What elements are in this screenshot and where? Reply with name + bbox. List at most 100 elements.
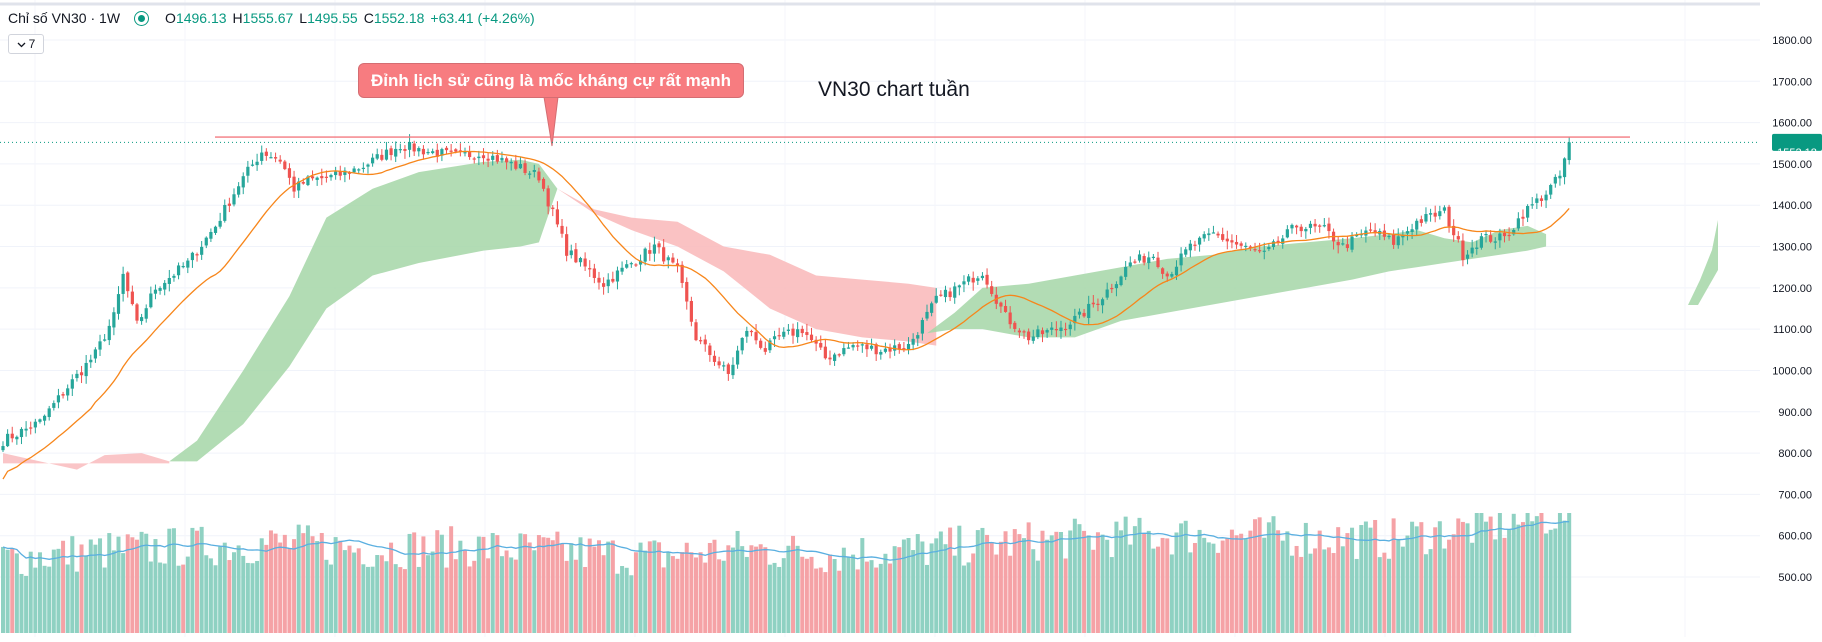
candle — [269, 152, 273, 159]
candle — [1234, 235, 1239, 249]
candle — [1110, 283, 1114, 294]
candle-body — [1239, 243, 1243, 246]
candle-body — [1073, 315, 1077, 324]
candle — [722, 361, 726, 372]
candle-body — [1174, 266, 1179, 276]
volume-bar — [1049, 535, 1054, 633]
candle-body — [1133, 261, 1137, 263]
volume-bar — [5, 549, 10, 633]
candle-body — [1267, 246, 1271, 250]
volume-bar — [33, 567, 38, 633]
candle-body — [749, 330, 754, 333]
volume-bar — [1012, 529, 1017, 633]
candle — [241, 172, 245, 195]
volume-bar — [707, 542, 712, 633]
candle — [902, 342, 906, 353]
volume-bar — [698, 552, 703, 633]
volume-bar — [966, 562, 971, 633]
volume-bar — [1502, 537, 1507, 633]
volume-bar — [88, 539, 93, 633]
volume-bar — [901, 539, 906, 633]
price-tick-label: 900.00 — [1778, 407, 1812, 419]
volume-bar — [1082, 530, 1087, 633]
ma-path — [2, 150, 1570, 480]
volume-bar — [744, 556, 749, 633]
candle-body — [551, 207, 555, 210]
indicators-collapse-button[interactable]: 7 — [8, 34, 44, 54]
candle — [712, 350, 717, 366]
candle-body — [611, 278, 615, 282]
candle-body — [1558, 175, 1562, 179]
candle — [417, 146, 421, 157]
candle — [126, 271, 130, 298]
candle — [29, 421, 33, 435]
candle — [89, 354, 93, 368]
candle — [906, 337, 911, 355]
candle-body — [1470, 247, 1474, 254]
candle — [911, 333, 915, 351]
candle — [1516, 212, 1520, 231]
volume-bar — [486, 558, 491, 633]
candle-body — [292, 176, 296, 192]
volume-bar — [426, 555, 431, 633]
volume-bar — [855, 569, 860, 633]
volume-bar — [1354, 558, 1359, 633]
open-value: 1496.13 — [175, 10, 227, 26]
volume-bar — [1072, 518, 1077, 633]
candle-body — [906, 343, 911, 350]
candle-body — [1535, 198, 1539, 203]
candle — [403, 145, 407, 159]
candle — [602, 277, 606, 295]
candle-body — [574, 249, 578, 263]
candle — [966, 274, 971, 286]
volume-bar — [814, 568, 819, 633]
candle — [865, 339, 869, 357]
volume-bar — [342, 550, 347, 633]
candle-body — [1197, 237, 1202, 245]
candle-body — [1452, 225, 1456, 236]
candle — [980, 272, 985, 281]
candle-body — [911, 338, 915, 345]
candle-body — [66, 388, 70, 396]
candle — [1535, 193, 1539, 210]
price-badge-bg — [1772, 133, 1822, 151]
volume-bar — [1363, 521, 1368, 633]
candle — [1341, 237, 1345, 246]
volume-bar — [153, 539, 158, 633]
candle — [1151, 254, 1155, 260]
candle — [158, 286, 162, 295]
resistance-callout[interactable]: Đỉnh lịch sử cũng là mốc kháng cự rất mạ… — [358, 63, 744, 98]
volume-bar — [1516, 524, 1521, 633]
volume-bar — [1534, 516, 1539, 633]
candle-body — [42, 415, 47, 421]
moving-average-line — [2, 150, 1570, 480]
symbol-title[interactable]: Chỉ số VN30 · 1W — [8, 10, 121, 26]
volume-bar — [1465, 523, 1470, 633]
volume-bar — [102, 567, 107, 633]
volume-bar — [1470, 542, 1475, 633]
candle — [112, 307, 116, 336]
candle — [1433, 205, 1437, 223]
candle-body — [380, 154, 384, 160]
candle-body — [1526, 206, 1530, 218]
candle-body — [980, 275, 985, 279]
candle — [638, 254, 643, 272]
candle-body — [1544, 194, 1548, 201]
volume-bar — [1077, 524, 1082, 633]
volume-bar — [601, 555, 606, 633]
volume-bar — [162, 563, 167, 633]
candle — [680, 261, 684, 288]
volume-bar — [167, 528, 172, 633]
candle-body — [985, 274, 989, 285]
candle-body — [555, 209, 559, 225]
volume-bar — [523, 534, 528, 633]
candle-body — [1355, 235, 1359, 237]
candle-body — [6, 433, 10, 447]
volume-bar — [1008, 555, 1013, 633]
candle — [1526, 204, 1530, 223]
volume-bar — [703, 562, 708, 633]
chart-title[interactable]: VN30 chart tuần — [818, 78, 970, 101]
price-tick-label: 1000.00 — [1772, 365, 1812, 377]
